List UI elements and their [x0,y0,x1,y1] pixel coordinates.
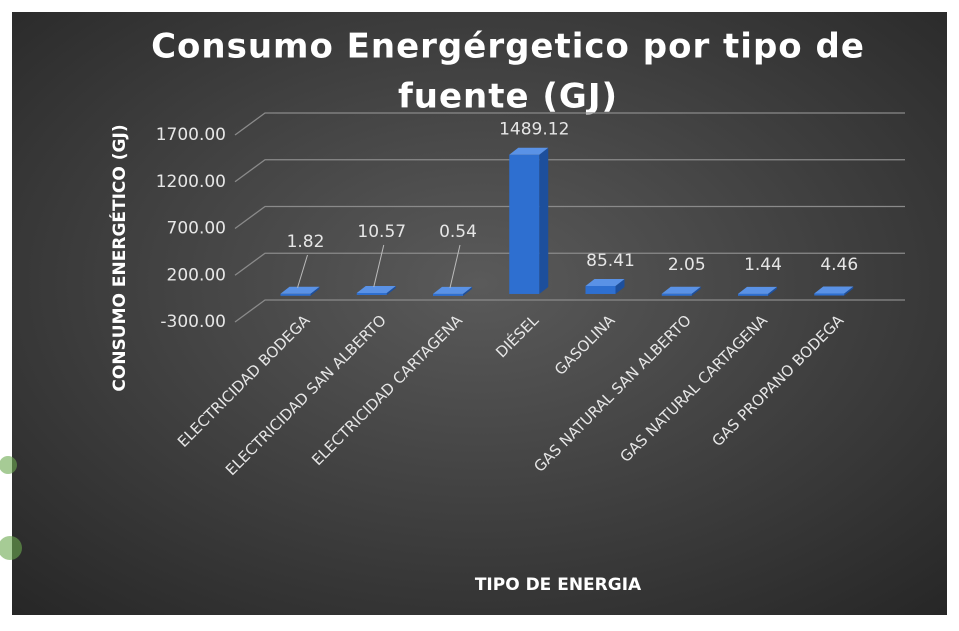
y-tick-label: 1200.00 [156,172,226,192]
bar-top [433,286,472,294]
bar [585,285,616,294]
y-tick-label: 700.00 [167,219,226,239]
bar-side [539,147,549,294]
bar-top [509,147,549,155]
grid-line [234,159,905,183]
bar-side [386,285,396,295]
chart-title: fuente (GJ) [398,77,618,117]
bar-top [661,286,701,294]
data-label: 85.41 [586,251,635,271]
data-label: 4.46 [820,255,858,275]
bar-side [691,286,701,296]
y-tick-label: 200.00 [167,265,226,285]
bar [280,293,311,296]
bar-top [814,286,854,294]
bar-top [356,285,396,293]
decoration [0,536,22,560]
grid-line [234,299,905,323]
bar-top [280,286,320,294]
bar-side [310,286,320,296]
bar-side [844,286,854,296]
leader-line [373,244,385,288]
y-tick-label: -300.00 [160,312,226,332]
x-axis-label: TIPO DE ENERGIA [475,575,642,595]
data-label: 10.57 [357,222,406,242]
data-label: 0.54 [439,222,477,242]
bar-top [738,286,777,294]
decoration [0,456,17,474]
grid-line [234,205,905,230]
grid-line [234,112,905,136]
bar-side [768,286,777,296]
bar-side [615,278,625,294]
bar [814,293,845,296]
bar-top [585,278,625,286]
data-label: 1489.12 [499,120,569,140]
bar-side [463,286,472,296]
y-tick-label: 1700.00 [156,125,226,145]
data-label: 1.44 [744,255,782,275]
grid-line [234,252,905,276]
chart-title: Consumo Energérgetico por tipo de [151,27,865,67]
bar [738,293,768,296]
leader-line [449,244,461,289]
bar [356,292,387,295]
bar [509,154,540,294]
data-label: 2.05 [668,255,706,275]
bar [661,293,692,296]
y-axis-label: CONSUMO ENERGÉTICO (GJ) [108,124,130,391]
leader-line [297,254,308,288]
bar [433,293,463,296]
data-label: 1.82 [287,232,325,252]
